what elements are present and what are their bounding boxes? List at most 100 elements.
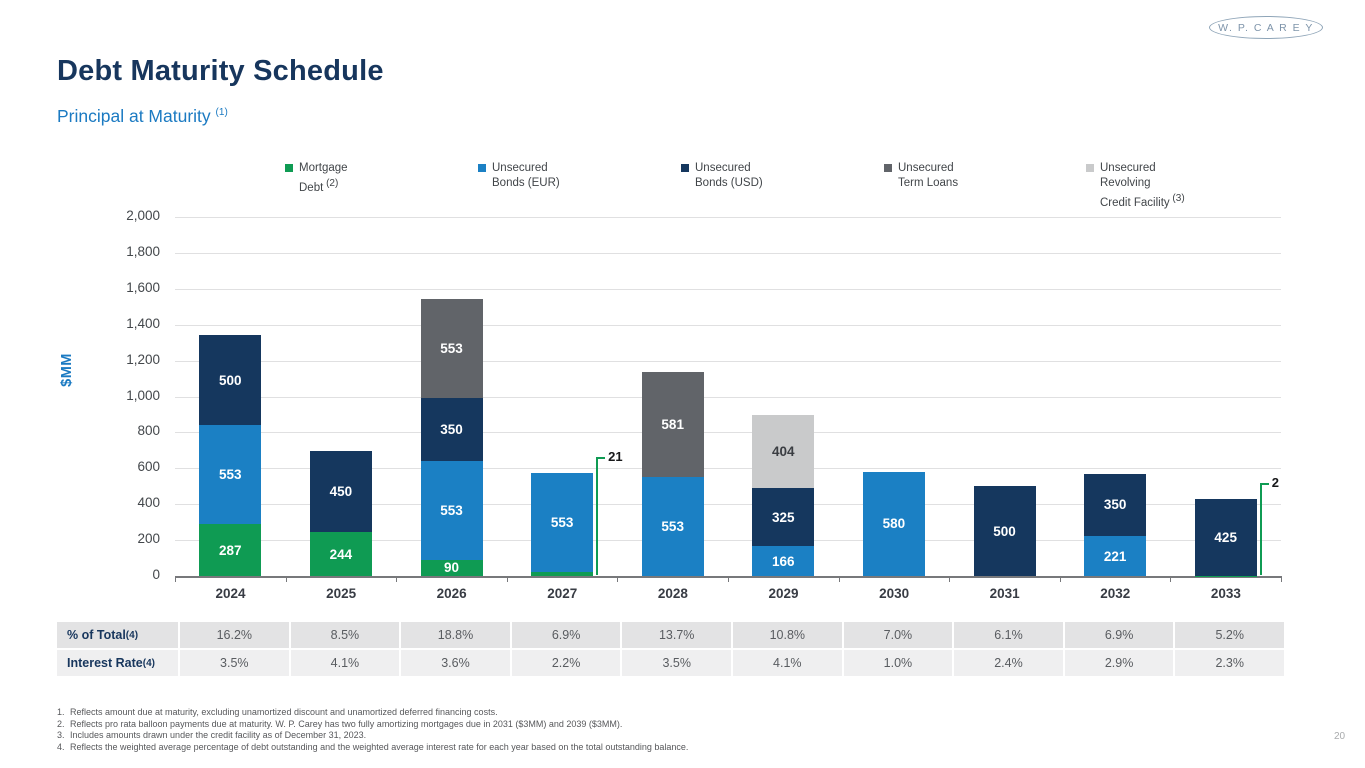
- footnote-item-1: 1. Reflects amount due at maturity, exclu…: [57, 707, 1207, 719]
- debt-maturity-chart: 287 553 500 244 450 90 553 350 553 553 553 581 166 32…: [175, 217, 1282, 582]
- footnote-text: Includes amounts drawn under the credit …: [70, 730, 367, 741]
- table-cell-2029-row1: 4.1%: [733, 650, 842, 676]
- legend-item-label: Unsecured Bonds (USD): [695, 162, 763, 189]
- bar-segment-value: 221: [1103, 548, 1127, 564]
- table-cell-2031-row1: 2.4%: [954, 650, 1063, 676]
- table-cell-2026-row1: 3.6%: [401, 650, 510, 676]
- bar-segment-eur-bonds-2029: 166: [752, 546, 815, 576]
- x-axis-label-2026: 2026: [436, 586, 467, 601]
- x-axis-label-2033: 2033: [1210, 586, 1241, 601]
- bar-segment-usd-bonds-2032: 350: [1084, 473, 1147, 537]
- x-axis-label-2025: 2025: [326, 586, 357, 601]
- x-axis-tick: [1059, 578, 1061, 582]
- bar-segment-eur-bonds-2028: 553: [641, 476, 704, 576]
- x-axis-tick: [506, 578, 508, 582]
- footnotes: 1. Reflects amount due at maturity, exclu…: [57, 707, 1207, 753]
- gridline: [175, 468, 1281, 470]
- bar-column-2027: 553: [531, 472, 594, 576]
- legend-swatch-revolver: [1086, 164, 1094, 172]
- table-cell-2031-row0: 6.1%: [954, 622, 1063, 648]
- y-axis-tick-label: 1,600: [126, 279, 160, 295]
- table-cell-2027-row1: 2.2%: [511, 650, 621, 676]
- legend-item-mortgage: Mortgage Debt (2): [285, 161, 348, 196]
- table-cell-2032-row0: 6.9%: [1064, 622, 1174, 648]
- x-axis-label-2028: 2028: [657, 586, 688, 601]
- x-axis-tick: [838, 578, 840, 582]
- bar-segment-value: 325: [772, 509, 795, 525]
- table-cell-2025-row0: 8.5%: [290, 622, 400, 648]
- table-cell-2025-row1: 4.1%: [290, 650, 400, 676]
- x-axis-label-2027: 2027: [547, 586, 578, 601]
- table-cell-2028-row0: 13.7%: [622, 622, 731, 648]
- bar-segment-eur-bonds-2030: 580: [862, 471, 925, 576]
- y-axis-tick-label: 1,400: [126, 315, 160, 331]
- table-cell-2024-row0: 16.2%: [180, 622, 289, 648]
- bar-segment-usd-bonds-2025: 450: [309, 451, 372, 533]
- subtitle-footnote-marker: (1): [215, 107, 228, 119]
- bar-segment-mortgage-2024: 287: [199, 524, 262, 576]
- x-axis-label-2032: 2032: [1100, 586, 1131, 601]
- table-cell-2032-row1: 2.9%: [1064, 650, 1174, 676]
- table-cell-2026-row0: 18.8%: [401, 622, 510, 648]
- legend-item-label: Unsecured Revolving Credit Facility (3): [1100, 162, 1185, 209]
- x-axis-tick: [285, 578, 287, 582]
- gridline: [175, 217, 1281, 218]
- bar-column-2033: 425: [1194, 499, 1257, 576]
- bar-segment-value: 244: [329, 546, 353, 562]
- bar-segment-value: 500: [993, 523, 1016, 539]
- callout-line-2027: [596, 456, 599, 575]
- legend-footnote-marker: (3): [1169, 193, 1185, 204]
- bar-column-2028: 553 581: [641, 372, 704, 576]
- bar-segment-eur-bonds-2024: 553: [199, 425, 262, 525]
- bar-segment-value: 350: [1103, 497, 1127, 513]
- table-cell-2027-row0: 6.9%: [511, 622, 621, 648]
- table-cell-2030-row1: 1.0%: [843, 650, 953, 676]
- table-cell-2029-row0: 10.8%: [733, 622, 842, 648]
- bar-column-2026: 90 553 350 553: [420, 298, 483, 576]
- x-axis-tick: [396, 578, 398, 582]
- gridline: [175, 324, 1281, 326]
- bar-segment-eur-bonds-2027: 553: [531, 472, 594, 573]
- x-axis-tick: [175, 578, 176, 582]
- bar-segment-value: 287: [219, 542, 242, 558]
- gridline: [175, 288, 1281, 290]
- gridline: [175, 540, 1281, 542]
- legend-item-label: Unsecured Bonds (EUR): [492, 162, 560, 189]
- table-cell-2033-row1: 2.3%: [1175, 650, 1284, 676]
- bar-segment-value: 425: [1214, 530, 1237, 546]
- x-axis-tick: [1281, 578, 1282, 582]
- bar-segment-value: 553: [440, 340, 463, 356]
- chart-subtitle: Principal at Maturity (1): [57, 106, 228, 126]
- bar-column-2025: 244 450: [309, 451, 372, 576]
- row-header-footnote-marker: (4): [142, 657, 155, 669]
- bar-segment-eur-bonds-2026: 553: [420, 460, 483, 560]
- callout-line-2033: [1259, 483, 1262, 575]
- gridline: [175, 396, 1281, 398]
- bar-segment-value: 553: [219, 467, 242, 483]
- bar-segment-mortgage-2026: 90: [420, 559, 483, 576]
- bar-segment-value: 166: [772, 553, 795, 569]
- legend-item-label: Mortgage Debt (2): [299, 162, 348, 194]
- y-axis-title: $MM: [58, 353, 75, 387]
- x-axis-label-2031: 2031: [989, 586, 1020, 601]
- legend-swatch-eur-bonds: [478, 164, 486, 172]
- callout-label-2033: 2: [1271, 475, 1279, 491]
- bar-segment-value: 350: [440, 421, 463, 437]
- bar-column-2032: 221 350: [1084, 473, 1147, 576]
- page-number: 20: [1334, 731, 1346, 742]
- bar-segment-usd-bonds-2029: 325: [752, 487, 815, 547]
- y-axis-tick-label: 2,000: [126, 208, 160, 223]
- bar-segment-value: 553: [550, 515, 574, 531]
- bar-segment-value: 450: [329, 484, 353, 500]
- x-axis-tick: [1170, 578, 1172, 582]
- bar-segment-value: 580: [882, 516, 906, 532]
- bar-segment-value: 553: [440, 502, 463, 518]
- bar-segment-value: 581: [661, 417, 684, 433]
- bar-column-2024: 287 553 500: [199, 335, 262, 576]
- row-header-label: % of Total: [67, 628, 126, 642]
- bar-column-2031: 500: [973, 486, 1036, 576]
- wp-carey-logo-text: W. P. C A R E Y: [1218, 21, 1314, 34]
- bar-segment-usd-bonds-2033: 425: [1194, 499, 1257, 576]
- footnote-number: 4.: [57, 741, 65, 752]
- bar-segment-eur-bonds-2032: 221: [1084, 536, 1147, 576]
